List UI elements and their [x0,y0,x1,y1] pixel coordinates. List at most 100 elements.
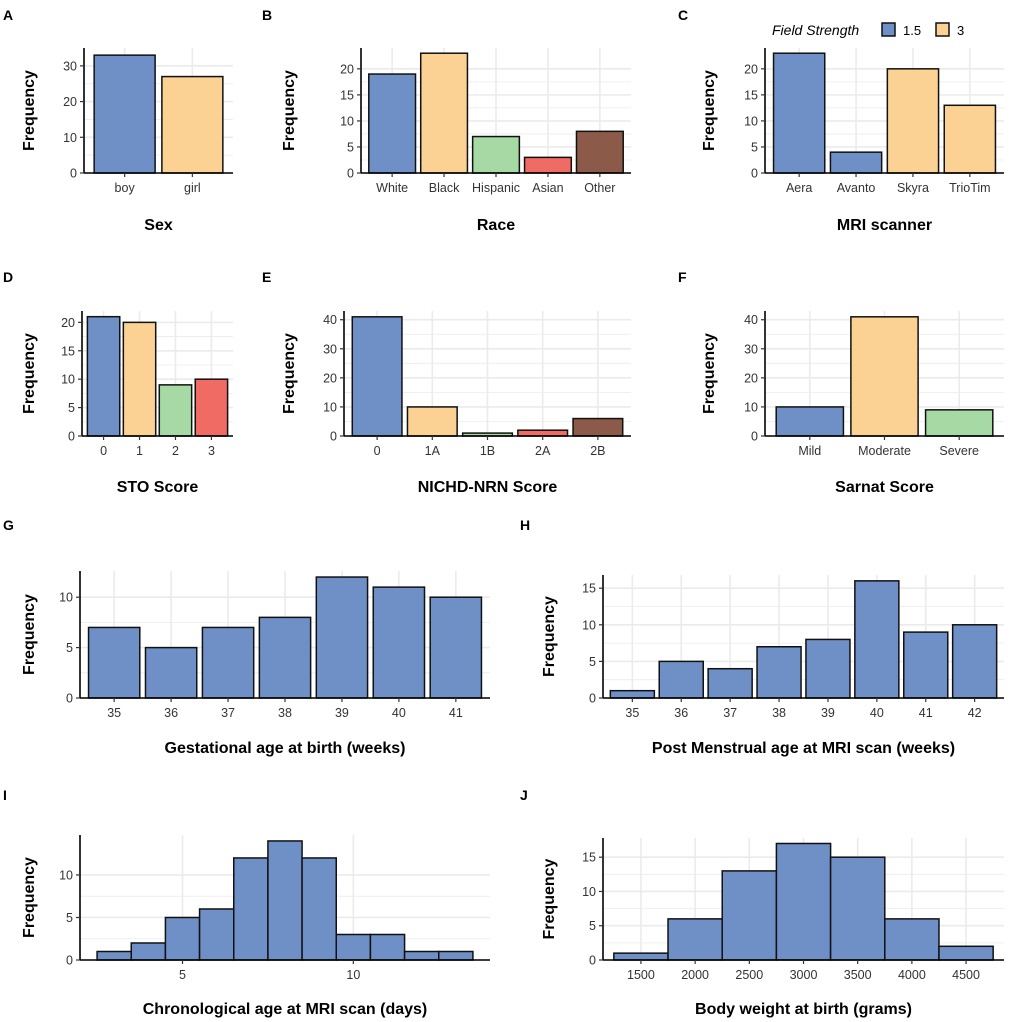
panel-g-ytick-label: 5 [66,641,73,655]
panel-c-bar-triotim [943,104,997,174]
panel-j: J 0 5 10 15 1500 2000 2500 3000 3500 4000 4500 Body … [520,787,1004,1018]
panel-d-bar-2 [158,384,193,437]
panel-i-xtick-label: 10 [346,968,360,982]
panel-e-bar-2a [517,429,569,437]
panel-c-bar-aera [772,52,826,174]
panel-h-xtick-label: 35 [625,706,639,720]
panel-i-ytick-label: 5 [66,911,73,925]
panel-b-ytick-label: 5 [347,140,354,154]
panel-f-ytick-label: 0 [751,430,758,444]
panel-j-x-title: Body weight at birth (grams) [695,1001,912,1018]
panel-h-xtick-label: 42 [968,706,982,720]
panel-g-ytick-label: 0 [66,692,73,706]
panel-h-ytick-label: 5 [589,655,596,669]
panel-g-xtick-label: 41 [449,706,463,720]
panel-j-ytick-label: 5 [589,919,596,933]
panel-g-ytick-label: 10 [59,591,73,605]
panel-i-ytick-label: 10 [59,868,73,882]
panel-b-bar-other [575,130,624,174]
panel-j-y-title: Frequency [541,858,558,939]
panel-h-label: H [520,517,530,533]
panel-b-bar-black [419,52,469,174]
panel-d-label: D [3,269,13,285]
panel-a-xtick-label: girl [184,181,201,195]
panel-i-bar-9 [403,950,440,961]
panel-g-bar-35 [87,626,141,699]
legend-label-3: 3 [957,23,964,38]
panel-i-label: I [3,787,7,803]
panel-g-xtick-label: 36 [164,706,178,720]
panel-a-x-title: Sex [144,217,173,234]
panel-j-ytick-label: 10 [582,885,596,899]
panel-a-ytick-label: 20 [63,95,77,109]
panel-f-xtick-label: Moderate [858,444,911,458]
panel-h-bar-40 [854,580,900,699]
panel-a-xtick-label: boy [115,181,136,195]
panel-h-bar-37 [707,667,753,699]
panel-e-ytick-label: 40 [323,313,337,327]
panel-d-ytick-label: 10 [61,373,75,387]
legend-swatch-3 [935,22,950,37]
panel-a-label: A [3,7,13,23]
panel-i-bar-1 [130,942,167,961]
panel-c-bar-skyra [886,68,940,174]
panel-c-xtick-label: Aera [786,181,812,195]
panel-j-xtick-label: 3500 [844,968,872,982]
panel-a-bar-girl [161,75,224,174]
panel-h-bar-39 [805,638,851,699]
panel-h-x-title: Post Menstrual age at MRI scan (weeks) [652,740,955,757]
panel-d-bar-3 [194,378,229,437]
panel-h-xtick-label: 38 [772,706,786,720]
panel-d-xtick-label: 1 [136,444,143,458]
panel-b-ytick-label: 15 [340,88,354,102]
panel-h-y-title: Frequency [541,596,558,677]
panel-h-ytick-label: 10 [582,618,596,632]
panel-e-bar-1a [406,406,458,437]
panel-a-bar-boy [93,54,156,174]
panel-g-bar-37 [201,626,255,699]
panel-b-ytick-label: 10 [340,114,354,128]
panel-a-ytick-label: 30 [63,59,77,73]
panel-i-bar-3 [198,908,235,961]
panel-e-ytick-label: 0 [330,430,337,444]
panel-j-ytick-label: 15 [582,851,596,865]
panel-d-ytick-label: 20 [61,316,75,330]
panel-e-xtick-label: 2A [535,444,551,458]
panel-h-xtick-label: 40 [870,706,884,720]
panel-d-x-title: STO Score [117,479,199,496]
panel-i-bar-7 [335,933,372,961]
panel-h-xtick-label: 37 [723,706,737,720]
panel-h-bar-38 [756,646,802,699]
panel-f-bar-moderate [850,316,919,437]
panel-f-ytick-label: 20 [744,371,758,385]
panel-e: E 0 10 20 30 40 0 1A 1B 2A 2B NICHD-NRN Score Freque… [262,269,631,496]
panel-d-bar-1 [122,321,157,437]
panel-f-xtick-label: Mild [798,444,821,458]
panel-c-ytick-label: 15 [744,88,758,102]
legend: Field Strength 1.5 3 [772,22,964,38]
panel-i-bar-0 [96,950,133,961]
panel-j-ytick-label: 0 [589,954,596,968]
panel-c-ytick-label: 20 [744,62,758,76]
panel-d-xtick-label: 0 [100,444,107,458]
panel-c-ytick-label: 0 [751,167,758,181]
panel-f: F 0 10 20 30 40 Mild Moderate Severe Sarnat Score… [678,269,1004,496]
panel-g-xtick-label: 38 [278,706,292,720]
panel-b-ytick-label: 0 [347,167,354,181]
panel-b-xtick-label: White [376,181,408,195]
panel-f-label: F [678,269,687,285]
panel-j-bar-2 [721,870,778,961]
panel-e-xtick-label: 1B [480,444,495,458]
panel-j-xtick-label: 4500 [952,968,980,982]
panel-g-y-title: Frequency [21,594,38,675]
panel-e-xtick-label: 1A [425,444,441,458]
panel-b-bar-asian [523,156,573,174]
panel-b-x-title: Race [477,217,515,234]
panel-h-bar-35 [609,689,656,699]
panel-j-xtick-label: 2500 [735,968,763,982]
panel-c-bar-avanto [829,151,883,174]
panel-b-ytick-label: 20 [340,62,354,76]
panel-h-bar-42 [951,624,998,699]
panel-c-ytick-label: 10 [744,114,758,128]
